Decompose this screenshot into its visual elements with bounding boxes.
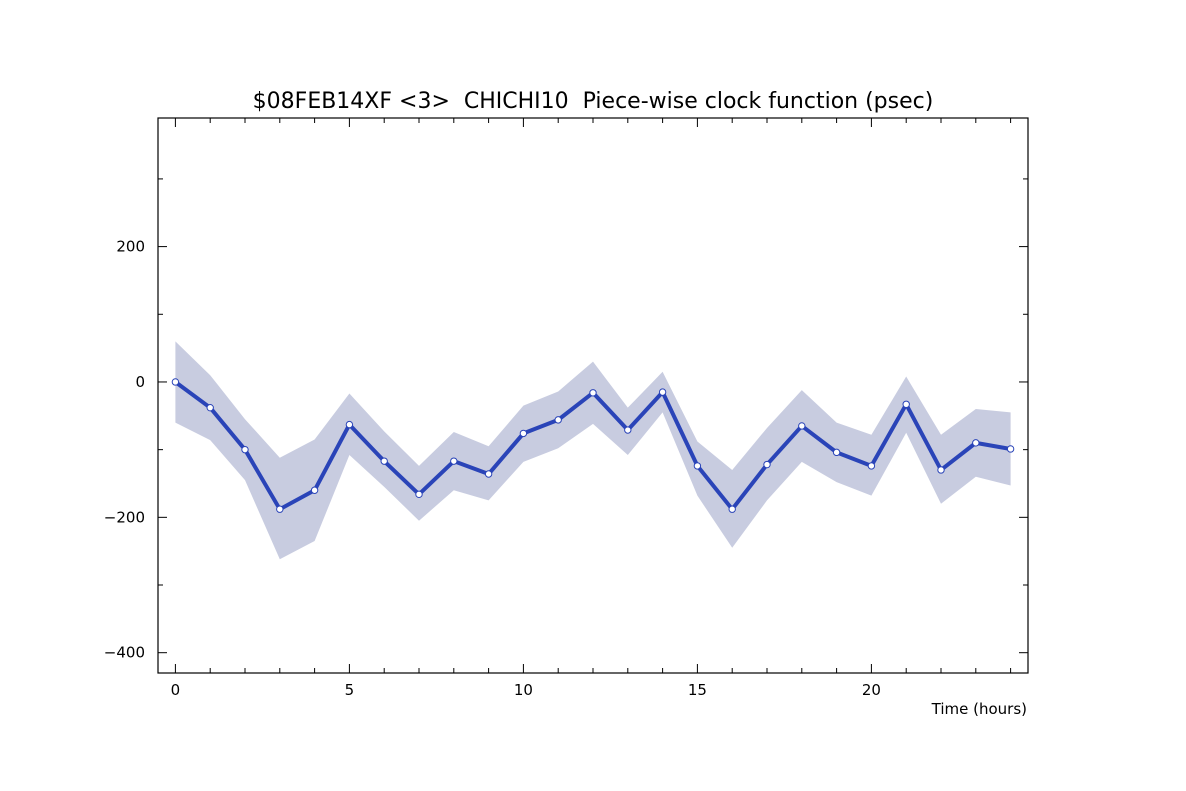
data-point-layer bbox=[171, 378, 1015, 513]
x-tick-label: 5 bbox=[345, 681, 355, 699]
data-point bbox=[1006, 445, 1015, 453]
data-point bbox=[206, 403, 214, 412]
data-point bbox=[658, 388, 667, 396]
data-point bbox=[484, 470, 493, 478]
x-tick-label: 10 bbox=[514, 681, 533, 699]
uncertainty-band-layer bbox=[175, 341, 1011, 560]
x-tick-label: 20 bbox=[862, 681, 881, 699]
y-tick-label: 0 bbox=[135, 373, 145, 391]
data-point bbox=[798, 422, 806, 430]
x-tick-label: 0 bbox=[171, 681, 181, 699]
x-axis-label: Time (hours) bbox=[931, 700, 1027, 718]
data-point bbox=[310, 486, 319, 494]
data-point bbox=[450, 457, 458, 465]
tick-label-layer: 0 5 10 15 20 −400 −200 0 200 bbox=[104, 238, 881, 699]
y-tick-label: 200 bbox=[116, 238, 145, 256]
data-point bbox=[241, 445, 249, 454]
x-tick-label: 15 bbox=[688, 681, 707, 699]
data-point bbox=[554, 416, 562, 424]
y-tick-label: −400 bbox=[104, 644, 145, 662]
chart-title: $08FEB14XF <3> CHICHI10 Piece-wise clock… bbox=[253, 89, 934, 114]
data-point bbox=[380, 457, 388, 465]
data-point bbox=[276, 505, 284, 513]
data-point bbox=[867, 462, 876, 470]
data-point bbox=[519, 429, 528, 438]
data-point bbox=[415, 490, 423, 499]
data-point bbox=[345, 420, 354, 429]
data-point bbox=[763, 460, 771, 469]
data-point bbox=[972, 439, 980, 447]
data-point bbox=[728, 505, 736, 513]
data-point bbox=[589, 389, 597, 397]
data-point bbox=[832, 448, 841, 457]
data-point bbox=[624, 426, 632, 434]
tick-layer bbox=[158, 118, 1028, 673]
data-point bbox=[902, 400, 910, 408]
data-point bbox=[171, 378, 180, 386]
data-point bbox=[937, 466, 945, 474]
data-point bbox=[693, 462, 702, 470]
y-tick-label: −200 bbox=[104, 508, 145, 526]
uncertainty-band bbox=[175, 341, 1011, 560]
